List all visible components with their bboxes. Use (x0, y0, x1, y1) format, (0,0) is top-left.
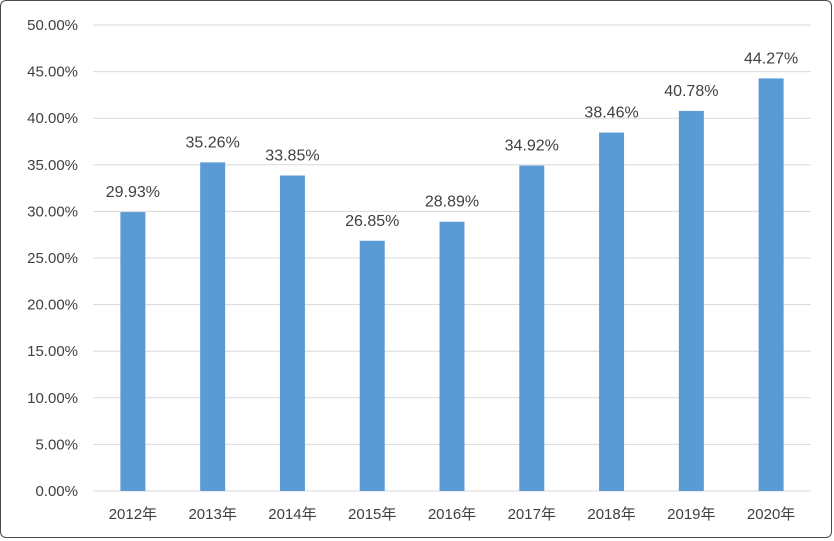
data-label: 40.78% (664, 83, 718, 100)
x-tick-label: 2018年 (587, 506, 635, 523)
bar (279, 175, 305, 491)
y-tick-label: 25.00% (27, 250, 78, 267)
data-labels: 29.93% 35.26% 33.85% 26.85% 28.89% 34.92% 38.4… (106, 50, 798, 229)
bar (519, 165, 545, 491)
x-tick-label: 2013年 (188, 506, 236, 523)
x-tick-label: 2019年 (667, 506, 715, 523)
bar (678, 110, 704, 492)
data-label: 33.85% (265, 148, 319, 165)
y-tick-label: 50.00% (27, 17, 78, 34)
y-tick-label: 0.00% (35, 483, 78, 500)
y-tick-label: 15.00% (27, 343, 78, 360)
data-label: 26.85% (345, 213, 399, 230)
y-tick-label: 10.00% (27, 390, 78, 407)
data-label: 29.93% (106, 184, 160, 201)
bar (359, 240, 385, 491)
bar (120, 212, 146, 491)
x-tick-label: 2012年 (109, 506, 157, 523)
x-axis-ticks: 2012年 2013年 2014年 2015年 2016年 2017年 2018年 2019年… (109, 506, 796, 523)
bar (200, 162, 226, 491)
bars (120, 78, 784, 492)
data-label: 44.27% (744, 50, 798, 67)
y-tick-label: 45.00% (27, 64, 78, 81)
x-tick-label: 2016年 (428, 506, 476, 523)
data-label: 35.26% (186, 134, 240, 151)
y-tick-label: 20.00% (27, 297, 78, 314)
x-tick-label: 2014年 (268, 506, 316, 523)
data-label: 28.89% (425, 194, 479, 211)
x-tick-label: 2015年 (348, 506, 396, 523)
x-tick-label: 2017年 (508, 506, 556, 523)
bar (599, 132, 625, 491)
y-tick-label: 35.00% (27, 157, 78, 174)
bar (439, 221, 465, 492)
x-tick-label: 2020年 (747, 506, 795, 523)
bar (758, 78, 784, 492)
y-tick-label: 5.00% (35, 436, 78, 453)
y-tick-label: 30.00% (27, 203, 78, 220)
data-label: 34.92% (505, 138, 559, 155)
data-label: 38.46% (584, 105, 638, 122)
y-axis-ticks: 0.00% 5.00% 10.00% 15.00% 20.00% 25.00% 30.00%… (27, 17, 78, 500)
y-tick-label: 40.00% (27, 110, 78, 127)
